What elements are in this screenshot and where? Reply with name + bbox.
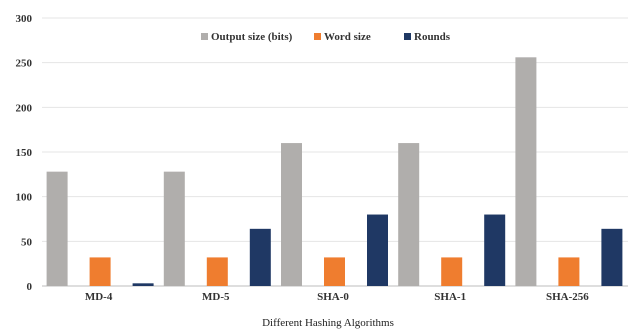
bar-output-size-bits (398, 143, 420, 286)
legend: Output size (bits) Word size Rounds (201, 31, 451, 43)
legend-swatch (201, 33, 208, 40)
y-tick-label: 200 (16, 102, 33, 114)
bar-rounds (132, 283, 154, 286)
x-axis-title: Different Hashing Algorithms (262, 317, 394, 329)
bar-word-size (206, 257, 228, 286)
gridlines (42, 17, 628, 287)
y-axis-ticks: 0 50 100 150 200 250 300 (16, 13, 33, 293)
bar-output-size-bits (46, 171, 68, 286)
category-label: SHA-256 (546, 291, 589, 303)
legend-swatch (404, 33, 411, 40)
bars (46, 57, 623, 286)
category-label: SHA-0 (317, 291, 349, 303)
y-tick-label: 250 (16, 58, 33, 70)
category-labels: MD-4 MD-5 SHA-0 SHA-1 SHA-256 (85, 291, 589, 303)
legend-label: Word size (324, 31, 371, 43)
bar-word-size (441, 257, 463, 286)
bar-word-size (558, 257, 580, 286)
bar-rounds (249, 228, 271, 286)
bar-rounds (484, 214, 506, 286)
bar-word-size (324, 257, 345, 286)
bar-rounds (367, 214, 388, 286)
category-label: MD-5 (202, 291, 230, 303)
bar-rounds (601, 228, 623, 286)
bar-output-size-bits (281, 143, 302, 286)
y-tick-label: 0 (27, 281, 33, 293)
y-tick-label: 100 (16, 192, 33, 204)
y-tick-label: 150 (16, 147, 33, 159)
legend-label: Rounds (414, 31, 451, 43)
bar-word-size (89, 257, 111, 286)
legend-label: Output size (bits) (211, 31, 293, 43)
legend-swatch (314, 33, 321, 40)
category-label: SHA-1 (434, 291, 466, 303)
bar-output-size-bits (515, 57, 537, 286)
y-tick-label: 300 (16, 13, 33, 25)
y-tick-label: 50 (21, 236, 33, 248)
category-label: MD-4 (85, 291, 113, 303)
bar-output-size-bits (163, 171, 185, 286)
